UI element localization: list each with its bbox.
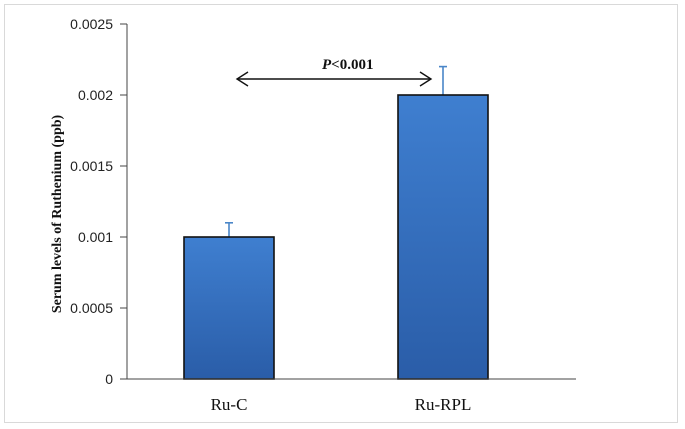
p-value-prefix: P (322, 57, 332, 73)
y-tick-label: 0.0025 (70, 16, 113, 32)
x-axis-labels: Ru-C Ru-RPL (211, 395, 472, 414)
chart-frame (4, 4, 678, 423)
y-tick-label: 0.0005 (70, 300, 113, 316)
arrow-head-right (419, 71, 433, 87)
significance-annotation: P<0.001 (235, 57, 433, 87)
p-value-text: <0.001 (331, 57, 373, 73)
y-axis-title: Serum levels of Ruthenium (ppb) (50, 114, 65, 313)
arrow-head-left (235, 71, 249, 87)
y-axis-ticks: 0 0.0005 0.001 0.0015 0.002 0.0025 (70, 16, 127, 387)
bars (183, 65, 489, 380)
y-tick-label: 0.001 (78, 229, 113, 245)
y-tick-label: 0.0015 (70, 158, 113, 174)
y-tick-label: 0 (105, 371, 113, 387)
x-tick-label: Ru-RPL (415, 395, 472, 414)
x-tick-label: Ru-C (211, 395, 248, 414)
axes (126, 24, 576, 380)
y-tick-label: 0.002 (78, 87, 113, 103)
p-value-label: P<0.001 (322, 57, 373, 73)
bar (397, 94, 489, 380)
bar (183, 236, 275, 380)
